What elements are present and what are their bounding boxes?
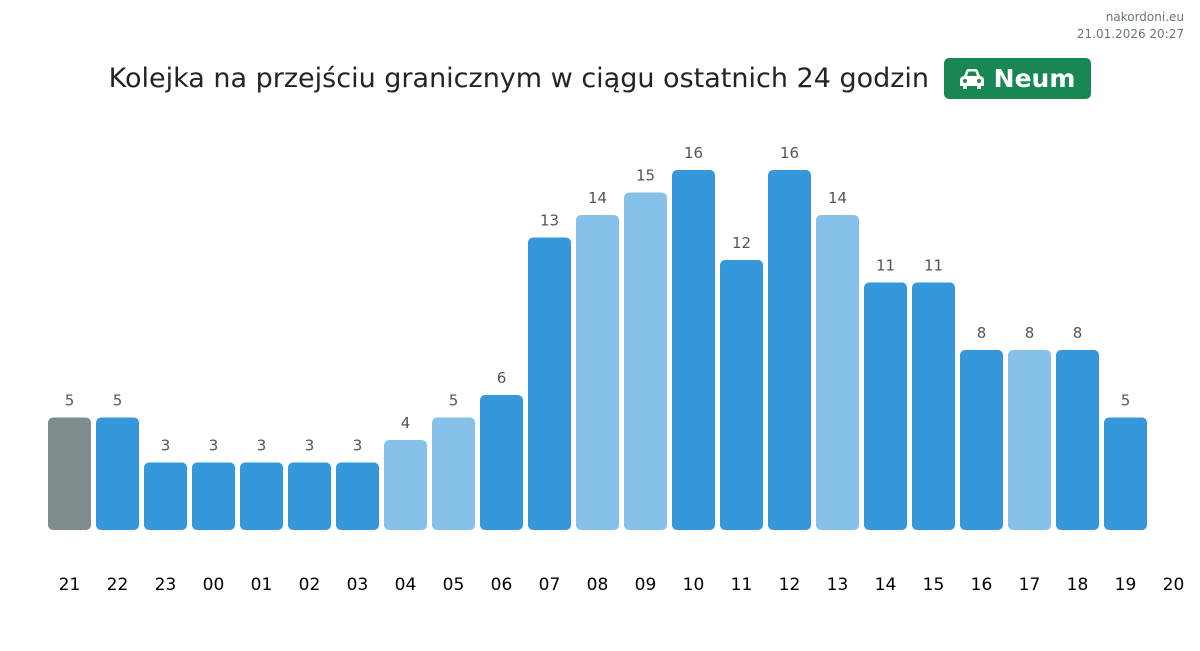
data-label: 15 (636, 167, 655, 185)
bar-23 (144, 462, 187, 530)
bar-21 (48, 417, 91, 530)
x-tick-label: 02 (299, 575, 321, 595)
bar-09 (624, 192, 667, 530)
x-tick-label: 06 (491, 575, 513, 595)
bar-18 (1056, 350, 1099, 530)
title-text: Kolejka na przejściu granicznym w ciągu … (108, 63, 930, 94)
data-label: 16 (780, 144, 799, 162)
bar-01 (240, 462, 283, 530)
data-label: 14 (828, 189, 847, 207)
data-label: 8 (977, 324, 987, 342)
site-info: nakordoni.eu 21.01.2026 20:27 (1077, 9, 1184, 43)
x-tick-label: 22 (107, 575, 129, 595)
x-tick-label: 21 (59, 575, 81, 595)
x-tick-label: 23 (155, 575, 177, 595)
bar-10 (672, 170, 715, 530)
x-tick-label: 05 (443, 575, 465, 595)
data-label: 8 (1073, 324, 1083, 342)
data-label: 5 (65, 392, 75, 410)
badge-label: Neum (993, 64, 1076, 93)
car-icon (959, 68, 984, 89)
bar-17 (1008, 350, 1051, 530)
bar-22 (96, 417, 139, 530)
data-label: 12 (732, 234, 751, 252)
bar-07 (528, 237, 571, 530)
x-tick-label: 16 (971, 575, 993, 595)
data-label: 3 (353, 437, 363, 455)
x-tick-label: 18 (1067, 575, 1089, 595)
x-tick-label: 07 (539, 575, 561, 595)
bar-05 (432, 417, 475, 530)
x-tick-label: 01 (251, 575, 273, 595)
data-label: 11 (924, 257, 943, 275)
x-tick-label: 08 (587, 575, 609, 595)
data-label: 16 (684, 144, 703, 162)
bar-11 (720, 260, 763, 530)
x-tick-label: 13 (827, 575, 849, 595)
x-tick-label: 15 (923, 575, 945, 595)
data-label: 6 (497, 369, 507, 387)
data-label: 13 (540, 212, 559, 230)
data-label: 4 (401, 414, 411, 432)
border-crossing-badge: Neum (943, 58, 1092, 99)
bar-16 (960, 350, 1003, 530)
bar-02 (288, 462, 331, 530)
x-tick-label: 00 (203, 575, 225, 595)
x-tick-label: 03 (347, 575, 369, 595)
data-label: 14 (588, 189, 607, 207)
x-tick-label: 09 (635, 575, 657, 595)
data-label: 3 (257, 437, 267, 455)
data-label: 5 (1121, 392, 1131, 410)
bar-04 (384, 440, 427, 530)
bar-03 (336, 462, 379, 530)
x-tick-label: 20 (1163, 575, 1185, 595)
x-tick-label: 12 (779, 575, 801, 595)
data-label: 8 (1025, 324, 1035, 342)
x-tick-label: 17 (1019, 575, 1041, 595)
chart-title: Kolejka na przejściu granicznym w ciągu … (0, 58, 1200, 99)
data-label: 3 (209, 437, 219, 455)
x-tick-label: 04 (395, 575, 417, 595)
data-label: 3 (161, 437, 171, 455)
bar-13 (816, 215, 859, 530)
bar-14 (864, 282, 907, 530)
data-label: 5 (113, 392, 123, 410)
bar-12 (768, 170, 811, 530)
bar-00 (192, 462, 235, 530)
timestamp: 21.01.2026 20:27 (1076, 27, 1184, 41)
data-label: 5 (449, 392, 459, 410)
x-tick-label: 14 (875, 575, 897, 595)
x-tick-label: 19 (1115, 575, 1137, 595)
site-name: nakordoni.eu (1105, 10, 1184, 24)
bar-08 (576, 215, 619, 530)
x-tick-label: 10 (683, 575, 705, 595)
x-tick-label: 11 (731, 575, 753, 595)
bar-06 (480, 395, 523, 530)
data-label: 3 (305, 437, 315, 455)
bar-15 (912, 282, 955, 530)
bar-19 (1104, 417, 1147, 530)
data-label: 11 (876, 257, 895, 275)
